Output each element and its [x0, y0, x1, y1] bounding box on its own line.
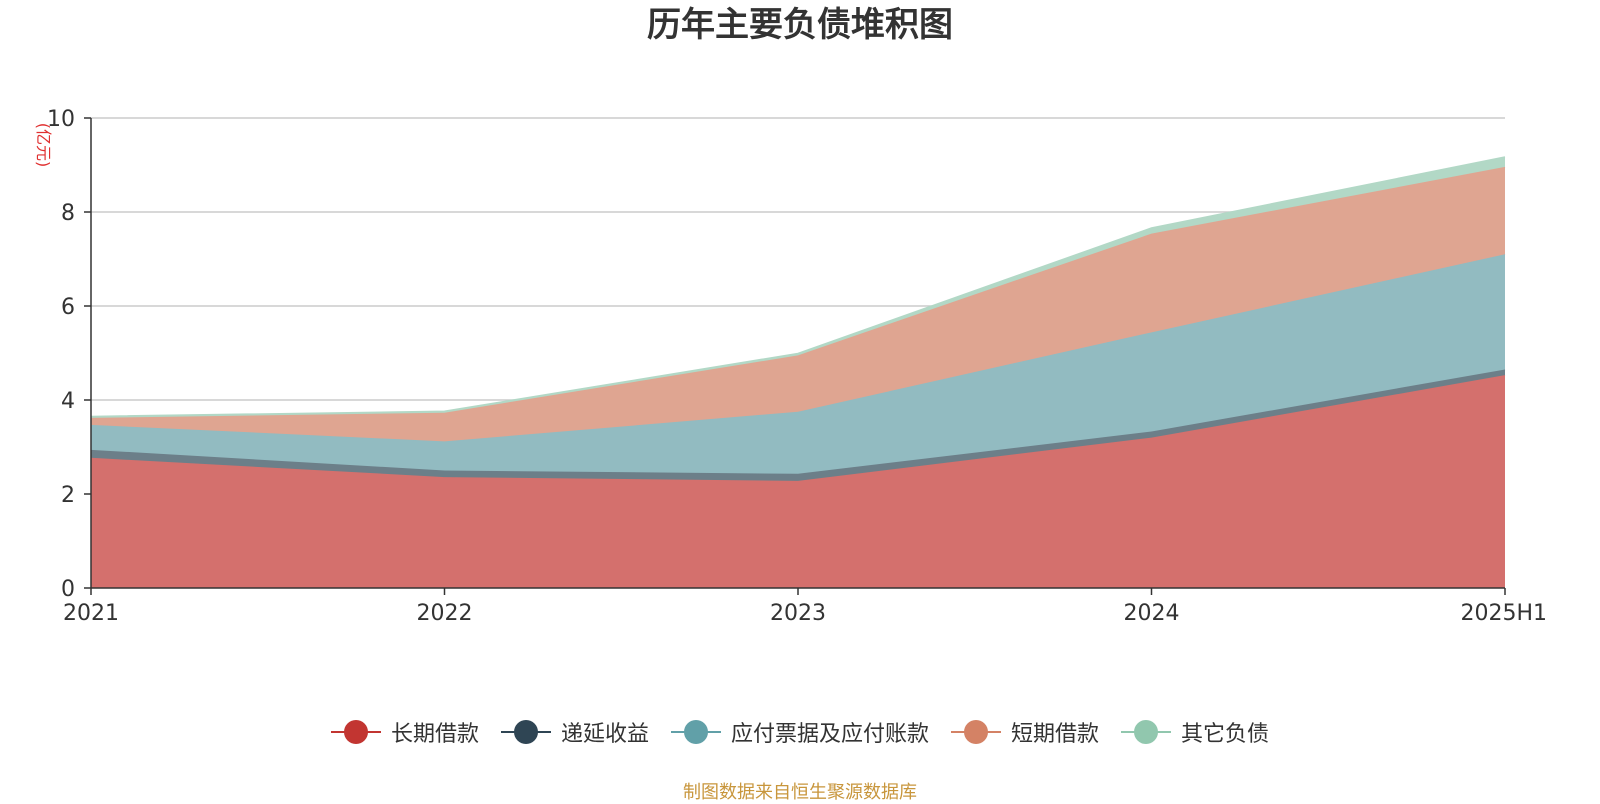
legend-item-5[interactable]: 其它负债: [1121, 716, 1269, 748]
legend-label: 递延收益: [560, 722, 649, 747]
y-tick-label: 4: [61, 389, 75, 414]
y-axis-unit-label: (亿元): [34, 123, 53, 168]
legend-label: 应付票据及应付账款: [730, 722, 929, 747]
area-series: [90, 156, 1506, 588]
series-line-5: [90, 156, 1506, 418]
axes: 0 2 4 6 8 10 2021 2022 2023 2024 2025H1: [47, 107, 1547, 626]
x-tick-label: 2024: [1124, 601, 1180, 626]
x-tick-label: 2022: [417, 601, 473, 626]
legend-item-3[interactable]: 应付票据及应付账款: [670, 716, 929, 748]
x-tick-label: 2023: [770, 601, 826, 626]
legend-item-1[interactable]: 长期借款: [330, 716, 479, 748]
y-tick-label: 0: [61, 577, 75, 602]
legend-marker-icon: [951, 718, 1001, 746]
legend-marker-icon: [330, 718, 381, 746]
legend: 长期借款 递延收益 应付票据及应付账款 短期借款 其它负债: [0, 716, 1600, 748]
y-tick-label: 8: [61, 201, 75, 226]
legend-marker-icon: [1121, 718, 1172, 746]
x-tick-label: 2025H1: [1460, 601, 1547, 626]
legend-marker-icon: [500, 718, 551, 746]
area-series-4[interactable]: [91, 166, 1505, 442]
y-tick-label: 10: [47, 107, 75, 132]
x-tick-label: 2021: [63, 601, 119, 626]
legend-label: 长期借款: [390, 722, 479, 747]
legend-label: 短期借款: [1011, 722, 1100, 747]
legend-item-2[interactable]: 递延收益: [500, 716, 649, 748]
y-tick-label: 6: [61, 295, 75, 320]
y-tick-label: 2: [61, 483, 75, 508]
legend-marker-icon: [670, 718, 721, 746]
area-series-3[interactable]: [91, 254, 1505, 474]
legend-label: 其它负债: [1181, 722, 1270, 747]
data-source-footer: 制图数据来自恒生聚源数据库: [683, 782, 917, 803]
chart-title: 历年主要负债堆积图: [647, 5, 953, 45]
legend-item-4[interactable]: 短期借款: [951, 716, 1099, 748]
